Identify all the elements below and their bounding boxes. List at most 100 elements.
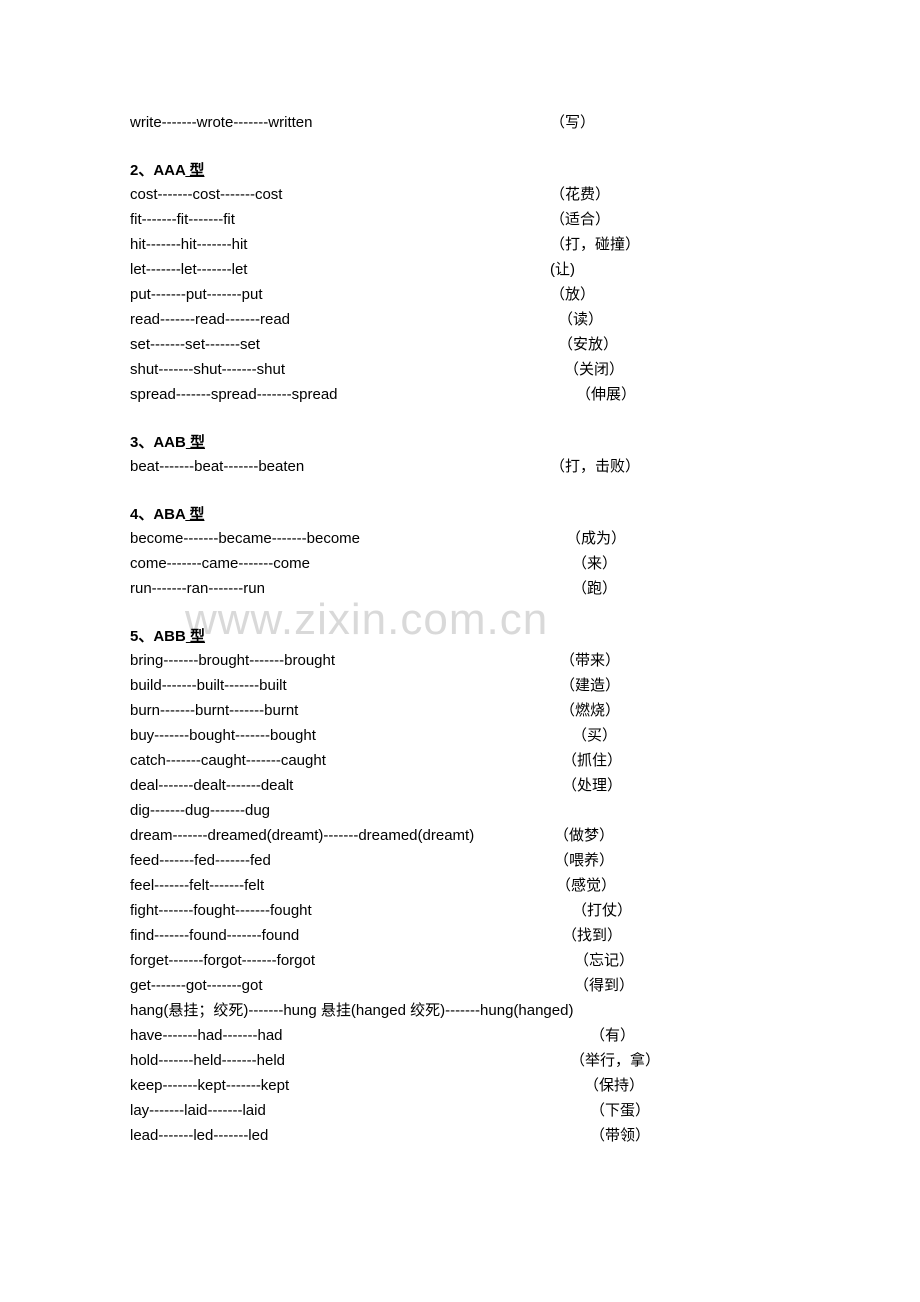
verb-meaning: （打，碰撞） — [550, 232, 790, 257]
verb-row: run-------ran-------run（跑） — [130, 576, 790, 601]
verb-meaning: （燃烧） — [550, 698, 790, 723]
verb-meaning: （安放） — [550, 332, 790, 357]
verb-meaning: （读） — [550, 307, 790, 332]
verb-meaning: （带来） — [550, 648, 790, 673]
verb-forms: keep-------kept-------kept — [130, 1073, 550, 1098]
verb-forms: put-------put-------put — [130, 282, 550, 307]
verb-forms: hold-------held-------held — [130, 1048, 550, 1073]
verb-meaning: （下蛋） — [550, 1098, 790, 1123]
verb-meaning: （买） — [550, 723, 790, 748]
verb-forms: spread-------spread-------spread — [130, 382, 550, 407]
verb-meaning: （做梦） — [550, 823, 790, 848]
verb-row: hold-------held-------held（举行，拿） — [130, 1048, 790, 1073]
verb-full: hang(悬挂；绞死)-------hung 悬挂(hanged 绞死)----… — [130, 998, 573, 1023]
verb-meaning: （跑） — [550, 576, 790, 601]
top-row-right: （写） — [550, 110, 790, 135]
top-row: write-------wrote-------written （写） — [130, 110, 790, 135]
verb-row: catch-------caught-------caught（抓住） — [130, 748, 790, 773]
verb-row: deal-------dealt-------dealt（处理） — [130, 773, 790, 798]
verb-row: become-------became-------become（成为） — [130, 526, 790, 551]
verb-forms: dig-------dug-------dug — [130, 798, 550, 823]
verb-meaning: （关闭） — [550, 357, 790, 382]
verb-forms: deal-------dealt-------dealt — [130, 773, 550, 798]
verb-meaning: （来） — [550, 551, 790, 576]
verb-row: spread-------spread-------spread（伸展） — [130, 382, 790, 407]
verb-row: put-------put-------put（放） — [130, 282, 790, 307]
verb-row: cost-------cost-------cost（花费） — [130, 182, 790, 207]
verb-meaning: （成为） — [550, 526, 790, 551]
section-heading: 2、AAA 型 — [130, 159, 790, 180]
verb-meaning: （打，击败） — [550, 454, 790, 479]
verb-row: set-------set-------set（安放） — [130, 332, 790, 357]
verb-forms: cost-------cost-------cost — [130, 182, 550, 207]
verb-forms: feed-------fed-------fed — [130, 848, 550, 873]
verb-meaning: （打仗） — [550, 898, 790, 923]
verb-forms: come-------came-------come — [130, 551, 550, 576]
verb-row: lay-------laid-------laid（下蛋） — [130, 1098, 790, 1123]
verb-meaning: （感觉） — [550, 873, 790, 898]
verb-forms: lay-------laid-------laid — [130, 1098, 550, 1123]
verb-row: come-------came-------come（来） — [130, 551, 790, 576]
section-heading: 4、ABA 型 — [130, 503, 790, 524]
verb-forms: beat-------beat-------beaten — [130, 454, 550, 479]
verb-row: lead-------led-------led（带领） — [130, 1123, 790, 1148]
verb-row: let-------let-------let(让) — [130, 257, 790, 282]
verb-forms: set-------set-------set — [130, 332, 550, 357]
verb-row: shut-------shut-------shut（关闭） — [130, 357, 790, 382]
verb-meaning: （伸展） — [550, 382, 790, 407]
verb-meaning: （抓住） — [550, 748, 790, 773]
verb-row: buy-------bought-------bought（买） — [130, 723, 790, 748]
verb-row: dig-------dug-------dug — [130, 798, 790, 823]
document-content: write-------wrote-------written （写） 2、AA… — [130, 110, 790, 1148]
verb-meaning: (让) — [550, 257, 790, 282]
verb-forms: read-------read-------read — [130, 307, 550, 332]
verb-row: build-------built-------built（建造） — [130, 673, 790, 698]
verb-forms: let-------let-------let — [130, 257, 550, 282]
verb-forms: run-------ran-------run — [130, 576, 550, 601]
verb-meaning — [550, 798, 790, 823]
verb-forms: burn-------burnt-------burnt — [130, 698, 550, 723]
verb-forms: feel-------felt-------felt — [130, 873, 550, 898]
verb-row: bring-------brought-------brought（带来） — [130, 648, 790, 673]
verb-meaning: （得到） — [550, 973, 790, 998]
verb-row: hang(悬挂；绞死)-------hung 悬挂(hanged 绞死)----… — [130, 998, 790, 1023]
section-heading: 5、ABB 型 — [130, 625, 790, 646]
verb-meaning: （适合） — [550, 207, 790, 232]
verb-row: burn-------burnt-------burnt（燃烧） — [130, 698, 790, 723]
verb-meaning: （保持） — [550, 1073, 790, 1098]
verb-forms: become-------became-------become — [130, 526, 550, 551]
verb-row: beat-------beat-------beaten（打，击败） — [130, 454, 790, 479]
verb-row: hit-------hit-------hit（打，碰撞） — [130, 232, 790, 257]
verb-forms: shut-------shut-------shut — [130, 357, 550, 382]
verb-forms: hit-------hit-------hit — [130, 232, 550, 257]
verb-forms: bring-------brought-------brought — [130, 648, 550, 673]
verb-forms: have-------had-------had — [130, 1023, 550, 1048]
section-heading: 3、AAB 型 — [130, 431, 790, 452]
verb-row: feed-------fed-------fed（喂养） — [130, 848, 790, 873]
verb-meaning: （放） — [550, 282, 790, 307]
verb-row: find-------found-------found（找到） — [130, 923, 790, 948]
verb-meaning: （找到） — [550, 923, 790, 948]
verb-forms: fit-------fit-------fit — [130, 207, 550, 232]
verb-meaning: （举行，拿） — [550, 1048, 790, 1073]
top-row-left: write-------wrote-------written — [130, 110, 550, 135]
verb-forms: catch-------caught-------caught — [130, 748, 550, 773]
verb-row: keep-------kept-------kept（保持） — [130, 1073, 790, 1098]
verb-row: fight-------fought-------fought（打仗） — [130, 898, 790, 923]
verb-row: get-------got-------got（得到） — [130, 973, 790, 998]
verb-meaning: （喂养） — [550, 848, 790, 873]
verb-forms: get-------got-------got — [130, 973, 550, 998]
verb-forms: forget-------forgot-------forgot — [130, 948, 550, 973]
verb-forms: build-------built-------built — [130, 673, 550, 698]
verb-meaning: （处理） — [550, 773, 790, 798]
verb-row: forget-------forgot-------forgot（忘记） — [130, 948, 790, 973]
verb-row: have-------had-------had（有） — [130, 1023, 790, 1048]
verb-meaning: （建造） — [550, 673, 790, 698]
verb-forms: dream-------dreamed(dreamt)-------dreame… — [130, 823, 550, 848]
verb-meaning: （有） — [550, 1023, 790, 1048]
verb-meaning: （花费） — [550, 182, 790, 207]
verb-row: fit-------fit-------fit（适合） — [130, 207, 790, 232]
verb-meaning: （忘记） — [550, 948, 790, 973]
verb-forms: lead-------led-------led — [130, 1123, 550, 1148]
verb-row: feel-------felt-------felt（感觉） — [130, 873, 790, 898]
